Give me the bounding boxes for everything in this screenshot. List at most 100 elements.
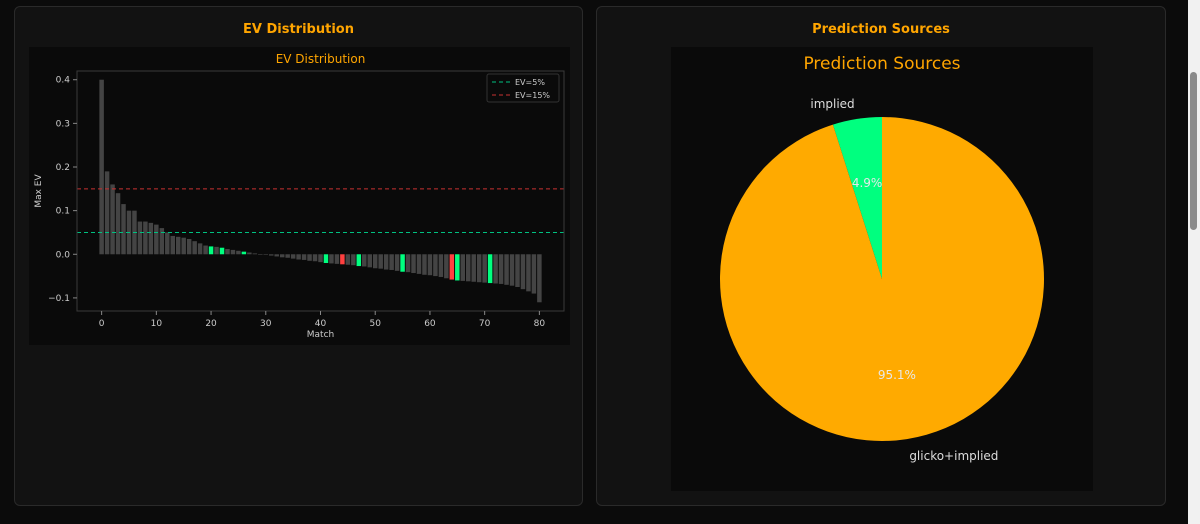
page-scrollbar[interactable] bbox=[1188, 0, 1200, 524]
bar bbox=[340, 254, 345, 265]
x-tick-label: 50 bbox=[369, 319, 381, 329]
chart-title: Prediction Sources bbox=[803, 54, 960, 74]
bar bbox=[241, 251, 247, 255]
bar bbox=[438, 254, 444, 277]
scrollbar-thumb[interactable] bbox=[1190, 72, 1197, 230]
bar bbox=[279, 254, 285, 258]
bar bbox=[433, 254, 438, 277]
bar bbox=[258, 254, 263, 255]
slice-percent: 95.1% bbox=[878, 368, 916, 382]
pie-slice bbox=[720, 117, 1044, 442]
bar bbox=[285, 254, 290, 258]
bar bbox=[269, 254, 274, 256]
bar bbox=[405, 254, 411, 273]
bar bbox=[312, 254, 318, 262]
bar bbox=[175, 236, 181, 255]
pie-slice bbox=[832, 117, 882, 279]
bar bbox=[225, 249, 230, 255]
y-tick-label: 0.3 bbox=[56, 119, 70, 129]
bar bbox=[372, 254, 378, 269]
bar bbox=[329, 254, 334, 264]
x-tick-label: 80 bbox=[534, 319, 546, 329]
bar bbox=[252, 253, 258, 255]
bar bbox=[378, 254, 383, 269]
bar bbox=[356, 254, 362, 267]
bar bbox=[465, 254, 471, 282]
bar bbox=[367, 254, 372, 268]
bar bbox=[181, 237, 186, 255]
pie-chart-svg: Prediction Sources implied 4.9% glicko+impl… bbox=[720, 54, 1044, 463]
y-tick-label: 0.1 bbox=[56, 207, 70, 217]
bar bbox=[137, 221, 143, 255]
bar bbox=[247, 252, 252, 255]
panel-title: EV Distribution bbox=[243, 22, 354, 37]
slice-percent: 4.9% bbox=[852, 176, 883, 190]
bar bbox=[219, 247, 225, 255]
bar bbox=[99, 79, 104, 255]
bar bbox=[362, 254, 367, 267]
bar bbox=[115, 193, 121, 255]
x-axis-label: Match bbox=[307, 330, 334, 340]
bar bbox=[383, 254, 389, 270]
bar bbox=[143, 221, 148, 255]
bar bbox=[110, 184, 115, 255]
bar bbox=[345, 254, 351, 265]
bar bbox=[389, 254, 394, 270]
bar bbox=[537, 254, 542, 303]
bar bbox=[121, 204, 126, 255]
bar bbox=[460, 254, 466, 281]
x-tick-label: 0 bbox=[99, 319, 105, 329]
bar bbox=[493, 254, 498, 284]
bar bbox=[203, 245, 208, 255]
bar bbox=[148, 222, 154, 255]
bar bbox=[296, 254, 301, 260]
bar bbox=[208, 246, 214, 255]
bar bbox=[230, 249, 236, 255]
bar bbox=[509, 254, 515, 286]
bar bbox=[487, 254, 493, 284]
y-tick-label: 0.2 bbox=[56, 163, 70, 173]
bar bbox=[165, 232, 170, 255]
ev-distribution-panel: EV Distribution EV Distribution −0.1 0.0 0.… bbox=[14, 6, 583, 506]
ev-distribution-chart: EV Distribution −0.1 0.0 0.1 0.2 0.3 0.4 0 10 20 3… bbox=[29, 47, 570, 345]
bar bbox=[301, 254, 307, 260]
bar bbox=[214, 246, 219, 255]
bar bbox=[531, 254, 537, 294]
x-tick-label: 60 bbox=[424, 319, 436, 329]
bar bbox=[192, 241, 197, 255]
bar bbox=[449, 254, 455, 280]
bar bbox=[334, 254, 340, 264]
bar bbox=[154, 224, 159, 255]
prediction-sources-panel: Prediction Sources Prediction Sources imp… bbox=[596, 6, 1166, 506]
bar bbox=[400, 254, 405, 272]
bar bbox=[422, 254, 427, 275]
x-tick-label: 70 bbox=[479, 319, 491, 329]
y-axis-label: Max EV bbox=[34, 174, 44, 208]
bar bbox=[455, 254, 460, 281]
bar bbox=[236, 250, 241, 255]
bar bbox=[186, 239, 192, 255]
x-tick-label: 40 bbox=[315, 319, 327, 329]
y-tick-label: 0.4 bbox=[56, 76, 71, 86]
bar bbox=[307, 254, 312, 261]
legend-label: EV=15% bbox=[515, 91, 550, 100]
x-tick-label: 20 bbox=[205, 319, 217, 329]
prediction-sources-chart: Prediction Sources implied 4.9% glicko+impl… bbox=[671, 47, 1093, 491]
bar bbox=[515, 254, 520, 287]
bar bbox=[323, 254, 329, 263]
legend-label: EV=5% bbox=[515, 78, 545, 87]
y-tick-label: −0.1 bbox=[48, 294, 70, 304]
bar bbox=[476, 254, 482, 283]
bar bbox=[351, 254, 356, 266]
bar bbox=[318, 254, 323, 263]
bar bbox=[526, 254, 531, 292]
bar bbox=[416, 254, 422, 274]
bar bbox=[394, 254, 400, 271]
bar bbox=[482, 254, 487, 283]
bar bbox=[520, 254, 526, 290]
chart-title: EV Distribution bbox=[276, 52, 366, 66]
x-tick-label: 10 bbox=[151, 319, 163, 329]
bar bbox=[444, 254, 449, 279]
bar bbox=[170, 235, 176, 255]
ev-chart-svg: EV Distribution −0.1 0.0 0.1 0.2 0.3 0.4 0 10 20 3… bbox=[34, 52, 565, 340]
